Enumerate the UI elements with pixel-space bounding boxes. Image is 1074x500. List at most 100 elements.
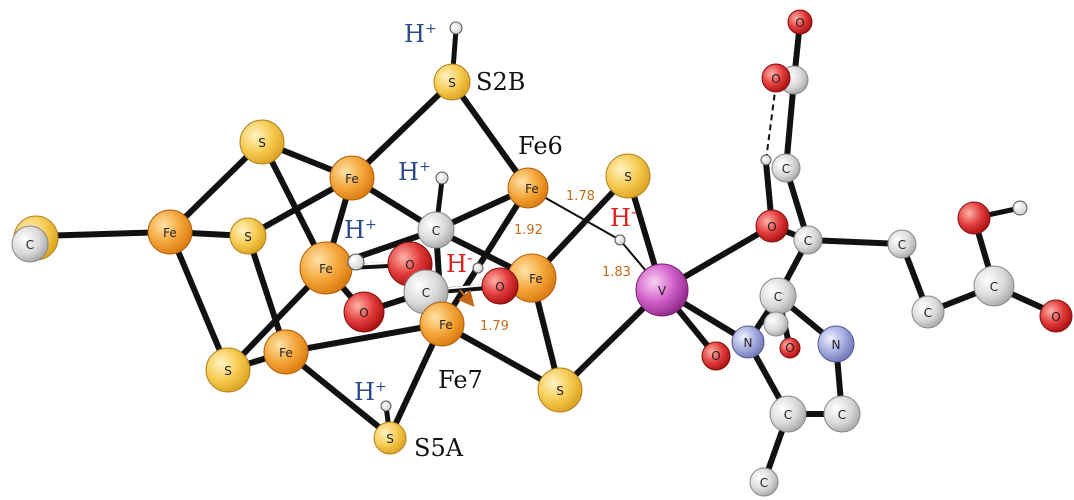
- atom-label: Fe: [529, 272, 543, 286]
- atom-label: C: [924, 306, 932, 320]
- iron-atom-fe6: [507, 167, 549, 209]
- carbon-atom: [887, 229, 917, 259]
- atom-label: C: [26, 238, 34, 252]
- atom-label: O: [1051, 310, 1060, 324]
- sulfur-atom-bottom-left: [205, 347, 251, 393]
- iron-atom-top: [329, 155, 375, 201]
- carbon-atom: [749, 467, 779, 497]
- atom-label: Fe: [279, 346, 293, 360]
- hydride-atom-v: [614, 234, 626, 246]
- label-fe7: Fe7: [438, 366, 483, 394]
- oxygen-atom-water: [701, 341, 731, 371]
- hydrogen-atom: [435, 171, 449, 185]
- atom-label: O: [495, 280, 504, 294]
- bond: [805, 237, 905, 247]
- hydrogen-atom: [1012, 200, 1028, 216]
- vanadium-atom: [635, 263, 689, 317]
- atom-label: C: [782, 162, 790, 176]
- atom-label: Fe: [439, 318, 453, 332]
- hydrogen-atom: [449, 21, 463, 35]
- atom-label: S: [258, 136, 266, 150]
- sulfur-atom-s2b: [433, 63, 471, 101]
- atom-label: O: [785, 341, 794, 355]
- atom-label: C: [774, 290, 782, 304]
- atom-label: C: [784, 408, 792, 422]
- hydrogen-atom: [380, 400, 392, 412]
- sulfur-atom-top-left: [239, 119, 285, 165]
- label-h-plus-c: H+: [398, 158, 431, 186]
- annotations: S2B Fe6 Fe7 S5A H+ H+ H+ H+ H- H- 1.78 1…: [344, 20, 636, 462]
- atoms: C Fe S S S Fe Fe S Fe O O: [11, 9, 1073, 497]
- oxygen-atom: [1039, 299, 1073, 333]
- atom-label: O: [767, 220, 776, 234]
- label-h-plus-s2b: H+: [404, 20, 437, 48]
- carbon-atom: [771, 153, 801, 183]
- atom-label: O: [405, 258, 414, 272]
- sulfur-atom-top-right: [605, 153, 651, 199]
- atom-label: C: [898, 238, 906, 252]
- oxygen-atom-homocitrate: [755, 209, 789, 243]
- atom-label: Fe: [163, 226, 177, 240]
- label-h-minus-center: H-: [446, 248, 472, 278]
- atom-label: S: [624, 170, 632, 184]
- arrow-icon: [458, 289, 475, 308]
- oxygen-atom: [779, 337, 801, 359]
- hydride-atom-center: [472, 262, 484, 274]
- bond: [283, 321, 445, 355]
- atom-label: O: [795, 16, 804, 30]
- label-h-plus-s5a: H+: [354, 378, 387, 406]
- carbon-atom-center: [417, 211, 455, 249]
- atom-label: O: [359, 306, 368, 320]
- atom-label: Fe: [319, 262, 333, 276]
- atom-label: C: [422, 286, 430, 300]
- iron-atom-lower-left: [263, 329, 309, 375]
- label-h-plus-fe: H+: [344, 216, 377, 244]
- nitrogen-atom: [817, 325, 855, 363]
- bond: [439, 321, 563, 393]
- carbon-atom-terminal: [11, 225, 49, 263]
- carbon-atom: [973, 265, 1015, 307]
- bond-length-c-h: 1.92: [514, 223, 543, 238]
- hydrogen-bond: [765, 83, 777, 161]
- atom-label: S: [386, 432, 394, 446]
- bond-length-v-h: 1.83: [602, 265, 631, 280]
- atom-label: S: [448, 76, 456, 90]
- bond: [449, 79, 531, 191]
- carbon-atom: [911, 295, 945, 329]
- atom-label: O: [711, 349, 720, 363]
- oxygen-atom: [957, 201, 991, 235]
- sulfur-atom-s5a: [373, 421, 407, 455]
- oxygen-atom-lower: [343, 291, 385, 333]
- hydrogen-atom: [347, 253, 365, 271]
- carbon-atom: [769, 395, 807, 433]
- sulfur-atom-bottom-right: [537, 367, 583, 413]
- atom-label: C: [804, 234, 812, 248]
- atom-label: C: [432, 224, 440, 238]
- sulfur-atom-middle: [229, 217, 267, 255]
- atom-label: C: [990, 280, 998, 294]
- hydrogen-atom: [760, 154, 772, 166]
- atom-label: N: [832, 338, 841, 352]
- atom-label: Fe: [345, 172, 359, 186]
- bond: [783, 77, 797, 171]
- bond-length-fe7-h: 1.79: [480, 319, 509, 334]
- oxygen-atom: [761, 63, 791, 93]
- label-fe6: Fe6: [518, 132, 563, 160]
- label-s5a: S5A: [414, 434, 464, 462]
- bond-length-fe6-h: 1.78: [566, 189, 595, 204]
- atom-label: V: [658, 284, 667, 298]
- label-h-minus-v: H-: [610, 202, 636, 232]
- iron-atom-fe7: [419, 301, 465, 347]
- atom-label: C: [760, 476, 768, 490]
- atom-label: C: [838, 408, 846, 422]
- oxygen-atom-right: [481, 267, 519, 305]
- label-s2b: S2B: [476, 68, 525, 96]
- atom-label: O: [771, 72, 780, 86]
- carbon-atom: [763, 311, 789, 337]
- atom-label: N: [744, 336, 753, 350]
- bond: [167, 229, 231, 373]
- atom-label: Fe: [525, 182, 539, 196]
- atom-label: S: [244, 230, 252, 244]
- nitrogen-atom: [731, 325, 765, 359]
